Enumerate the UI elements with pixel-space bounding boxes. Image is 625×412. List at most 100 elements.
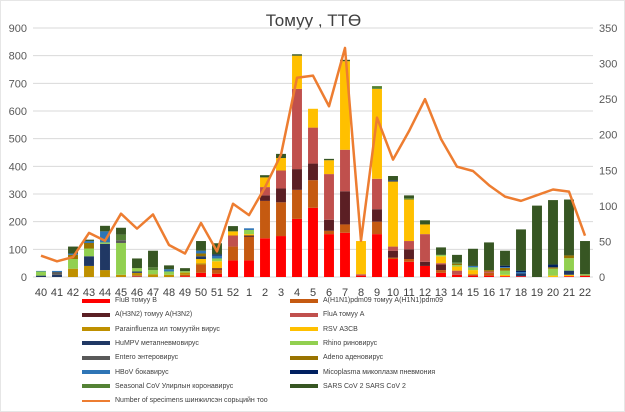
bar-segment xyxy=(468,274,478,276)
bar-segment xyxy=(564,276,574,277)
x-tick-label: 51 xyxy=(211,287,223,299)
bar-segment xyxy=(164,265,174,270)
bar-segment xyxy=(564,274,574,277)
x-tick-label: 14 xyxy=(451,287,463,299)
legend-label: Parainfluenza ил томуутйн вирус xyxy=(115,325,220,333)
bar-segment xyxy=(372,234,382,277)
bar-segment xyxy=(180,271,190,273)
legend-item: HuMPV метапневмовирус xyxy=(82,340,199,347)
x-tick-label: 48 xyxy=(163,287,175,299)
bar-segment xyxy=(228,235,238,247)
bar-segment xyxy=(132,268,142,272)
bar-segment xyxy=(356,274,366,276)
bar-segment xyxy=(436,247,446,255)
bar-segment xyxy=(420,265,430,277)
bar-segment xyxy=(324,219,334,231)
bar-segment xyxy=(84,241,94,243)
bar-segment xyxy=(468,267,478,271)
bar-segment xyxy=(500,267,510,271)
bar-segment xyxy=(164,271,174,275)
bar-segment xyxy=(196,250,206,254)
bar-segment xyxy=(484,275,494,277)
bar-segment xyxy=(420,224,430,235)
bar-segment xyxy=(500,274,510,277)
legend-swatch xyxy=(82,355,110,360)
bar-segment xyxy=(420,234,430,262)
bar-segment xyxy=(308,180,318,208)
bar-segment xyxy=(148,267,158,271)
x-tick-label: 21 xyxy=(563,287,575,299)
x-tick-label: 8 xyxy=(358,287,364,299)
bar-segment xyxy=(468,270,478,275)
bar-segment xyxy=(196,253,206,257)
y-right-tick-label: 100 xyxy=(599,201,617,213)
bar-segment xyxy=(132,275,142,277)
bar-segment xyxy=(324,158,334,161)
bar-segment xyxy=(292,189,302,219)
x-tick-label: 43 xyxy=(83,287,95,299)
bar-segment xyxy=(340,191,350,225)
bar-segment xyxy=(500,250,510,266)
bar-segment xyxy=(484,242,494,271)
x-tick-label: 13 xyxy=(435,287,447,299)
bar-segment xyxy=(196,256,206,260)
legend-item: Adeno аденовирус xyxy=(290,354,383,361)
bar-segment xyxy=(260,175,270,178)
legend-swatch xyxy=(82,327,110,332)
bar-segment xyxy=(372,209,382,222)
bar-segment xyxy=(260,195,270,201)
legend-item: Number of specimens шинжилсэн сорьцийн т… xyxy=(82,397,268,404)
bar-segment xyxy=(404,249,414,260)
x-tick-label: 18 xyxy=(515,287,527,299)
bar-segment xyxy=(324,160,334,175)
bar-segment xyxy=(228,226,238,232)
x-tick-label: 50 xyxy=(195,287,207,299)
bar-segment xyxy=(580,274,590,276)
bar-segment xyxy=(388,180,398,182)
x-tick-label: 6 xyxy=(326,287,332,299)
chart-title: Томуу , ТТӨ xyxy=(265,11,362,30)
legend-item: Micoplasma микоплазм пневмония xyxy=(290,369,435,376)
bar-segment xyxy=(260,187,270,196)
x-tick-label: 44 xyxy=(99,287,111,299)
bar-segment xyxy=(436,254,446,257)
bar-segment xyxy=(180,276,190,277)
bar-segment xyxy=(388,181,398,247)
x-tick-label: 45 xyxy=(115,287,127,299)
bar-segment xyxy=(100,225,110,232)
bar-segment xyxy=(180,268,190,272)
bar-segment xyxy=(468,275,478,277)
bar-segment xyxy=(516,273,526,277)
x-tick-label: 15 xyxy=(467,287,479,299)
x-tick-label: 9 xyxy=(374,287,380,299)
bar-segment xyxy=(356,275,366,277)
bar-segment xyxy=(276,236,286,277)
bar-segment xyxy=(212,254,222,256)
x-tick-label: 20 xyxy=(547,287,559,299)
legend-swatch xyxy=(290,384,318,389)
y-right-tick-label: 150 xyxy=(599,165,617,177)
legend-label: Number of specimens шинжилсэн сорьцийн т… xyxy=(115,397,268,405)
bar-segment xyxy=(436,272,446,277)
bar-segment xyxy=(132,271,142,273)
bar-segment xyxy=(580,241,590,275)
legend-label: Entero энтеровирус xyxy=(115,354,179,362)
legend-swatch xyxy=(82,399,110,402)
bar-segment xyxy=(164,274,174,277)
bar-segment xyxy=(324,174,334,220)
bar-segment xyxy=(308,127,318,164)
y-left-tick-label: 400 xyxy=(9,161,27,173)
bar-segment xyxy=(452,274,462,277)
bar-segment xyxy=(308,163,318,181)
bar-segment xyxy=(244,235,254,237)
bar-segment xyxy=(212,269,222,274)
bar-segment xyxy=(484,270,494,272)
x-tick-label: 46 xyxy=(131,287,143,299)
y-left-tick-label: 300 xyxy=(9,189,27,201)
bar-segment xyxy=(196,263,206,265)
bar-segment xyxy=(372,221,382,235)
bar-segment xyxy=(132,272,142,276)
bar-segment xyxy=(84,265,94,277)
bar-segment xyxy=(260,177,270,188)
